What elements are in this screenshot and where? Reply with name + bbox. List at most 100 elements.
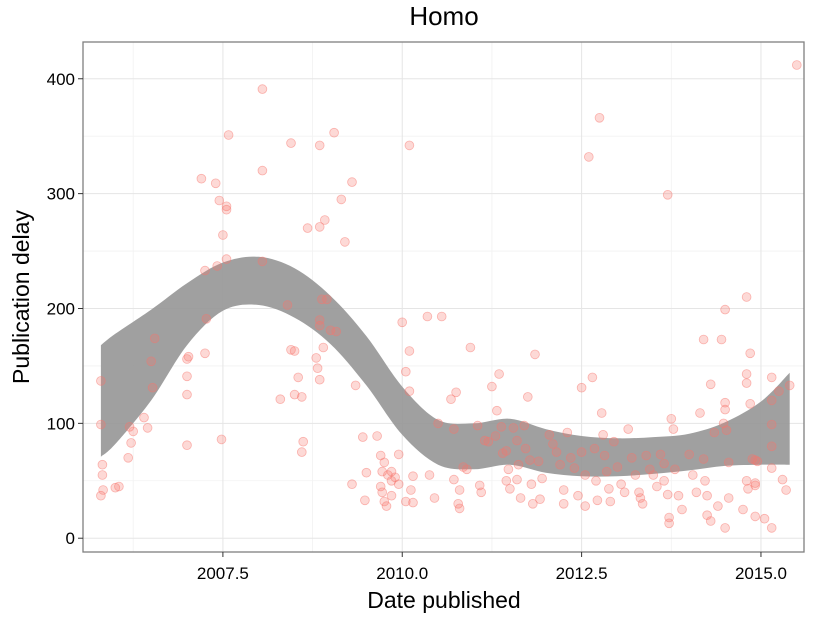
- y-tick-label: 100: [47, 414, 75, 433]
- chart-title: Homo: [409, 1, 478, 31]
- data-point: [687, 470, 698, 480]
- data-point: [562, 427, 573, 438]
- data-point: [598, 429, 608, 440]
- data-point: [126, 438, 136, 448]
- data-point: [289, 389, 300, 400]
- data-point: [476, 487, 487, 498]
- data-point: [705, 516, 716, 526]
- data-point: [496, 421, 507, 432]
- data-point: [433, 418, 443, 429]
- data-point: [298, 436, 309, 447]
- data-point: [709, 427, 720, 438]
- data-point: [400, 366, 411, 377]
- data-point: [446, 394, 456, 405]
- data-point: [616, 479, 626, 490]
- data-point: [558, 485, 569, 495]
- data-point: [573, 490, 583, 501]
- data-point: [677, 504, 687, 515]
- data-point: [454, 485, 465, 495]
- data-point: [97, 470, 108, 480]
- data-point: [698, 454, 709, 464]
- data-point: [512, 435, 522, 446]
- data-point: [377, 466, 388, 477]
- data-point: [377, 487, 388, 498]
- smooth-confidence-band: [100, 256, 790, 477]
- data-point: [713, 501, 723, 511]
- data-point: [589, 443, 600, 454]
- data-point: [314, 374, 325, 385]
- data-point: [257, 256, 268, 267]
- data-point: [569, 463, 580, 473]
- data-point: [314, 315, 325, 325]
- data-point: [594, 113, 605, 123]
- data-point: [583, 152, 594, 162]
- y-tick-label: 400: [47, 70, 75, 89]
- data-point: [393, 479, 404, 490]
- data-point: [218, 230, 228, 240]
- data-point: [182, 389, 192, 400]
- data-point: [406, 485, 416, 495]
- data-point: [257, 84, 268, 94]
- data-point: [535, 494, 545, 505]
- smooth-band-layer: [100, 256, 790, 477]
- data-point: [302, 223, 313, 233]
- data-point: [329, 127, 339, 138]
- data-point: [515, 493, 526, 503]
- data-point: [512, 474, 522, 485]
- plot-border: [82, 41, 805, 553]
- data-point: [635, 493, 646, 503]
- data-point: [221, 254, 232, 264]
- data-point: [720, 404, 730, 415]
- data-point: [216, 434, 227, 445]
- data-point: [720, 397, 730, 408]
- x-tick-label: 2012.5: [556, 564, 608, 583]
- data-point: [716, 334, 727, 345]
- data-point: [691, 487, 702, 498]
- data-point: [490, 431, 501, 441]
- data-point: [200, 265, 210, 276]
- data-point: [519, 420, 529, 431]
- data-point: [662, 489, 673, 500]
- data-point: [350, 380, 361, 391]
- data-point: [548, 439, 558, 449]
- data-point: [275, 394, 286, 405]
- data-point: [668, 424, 679, 434]
- data-point: [752, 456, 763, 467]
- data-point: [314, 222, 325, 232]
- y-axis: 0 100 200 300 400: [47, 70, 83, 548]
- data-point: [449, 474, 459, 485]
- data-point: [451, 387, 461, 398]
- data-point: [644, 464, 655, 475]
- data-point: [200, 348, 210, 359]
- data-point: [110, 482, 121, 493]
- data-point: [379, 457, 390, 468]
- data-point: [684, 449, 694, 460]
- y-axis-title: Publication delay: [8, 210, 34, 384]
- data-point: [429, 493, 440, 503]
- data-point: [565, 452, 576, 463]
- data-point: [494, 369, 504, 379]
- data-point: [286, 344, 296, 355]
- data-point: [97, 459, 108, 470]
- data-point: [381, 501, 392, 511]
- data-point: [648, 470, 659, 480]
- data-point: [702, 490, 712, 501]
- data-point: [347, 177, 357, 187]
- data-point: [641, 450, 651, 461]
- data-point: [393, 449, 404, 460]
- data-point: [312, 363, 323, 374]
- y-tick-label: 0: [66, 529, 75, 548]
- data-point: [360, 495, 370, 506]
- data-point: [347, 479, 357, 490]
- data-point: [741, 378, 752, 388]
- data-point: [698, 334, 709, 345]
- data-point: [659, 475, 669, 486]
- data-point: [555, 459, 565, 470]
- data-point: [147, 382, 158, 393]
- data-point: [357, 432, 368, 442]
- data-point: [397, 317, 408, 328]
- data-point: [182, 440, 192, 451]
- data-point: [210, 178, 221, 189]
- data-point: [465, 342, 476, 353]
- data-point: [670, 464, 680, 475]
